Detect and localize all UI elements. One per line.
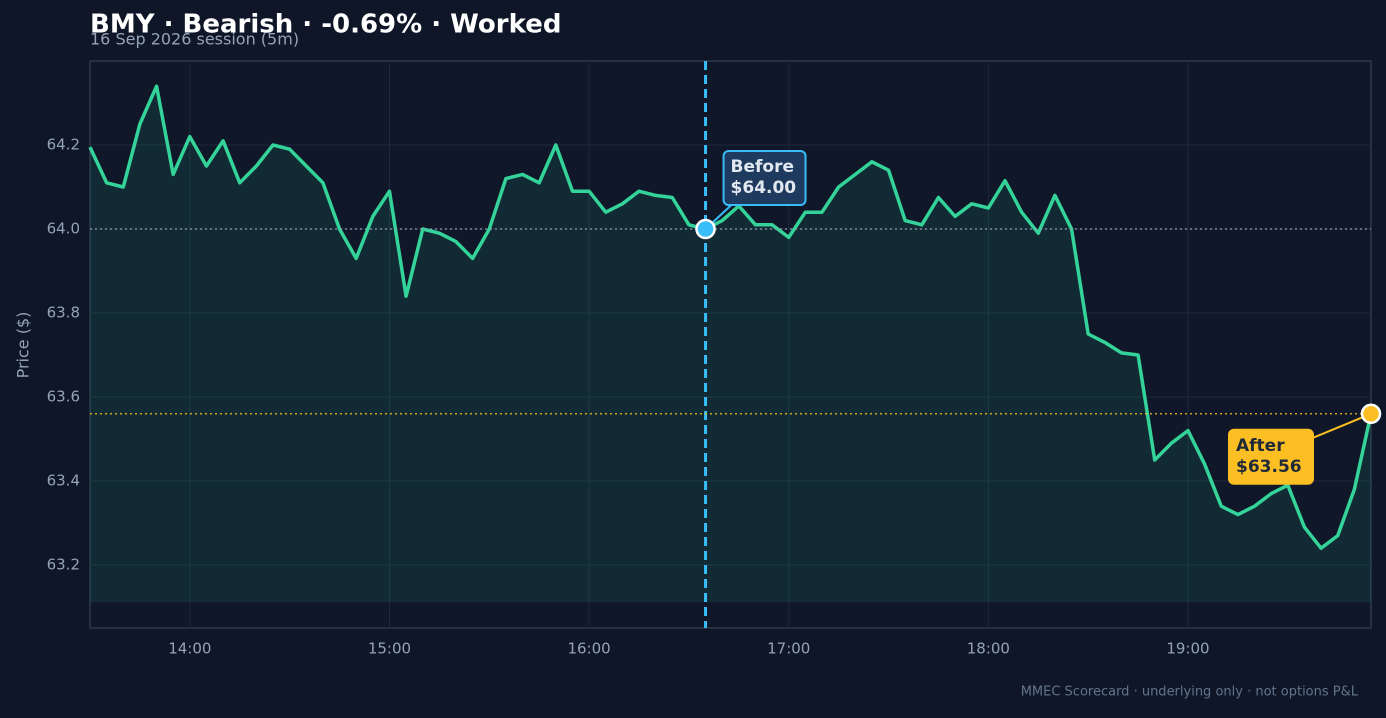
annotation-arrow — [1312, 412, 1372, 439]
annotation-marker — [1360, 403, 1382, 425]
annotation-value: $64.00 — [731, 178, 797, 198]
x-tick-label: 15:00 — [368, 640, 411, 658]
chart-subtitle: 16 Sep 2026 session (5m) — [90, 30, 299, 49]
y-tick-label: 63.4 — [47, 472, 80, 490]
annotation-box — [1228, 428, 1314, 485]
annotation-value: $63.56 — [1236, 457, 1302, 477]
y-tick-label: 64.2 — [47, 136, 80, 154]
x-tick-label: 16:00 — [567, 640, 610, 658]
annotation-box — [722, 150, 807, 206]
x-tick-label: 19:00 — [1166, 640, 1209, 658]
x-tick-label: 14:00 — [168, 640, 211, 658]
y-tick-label: 64.0 — [47, 220, 80, 238]
footer: MMEC Scorecard · underlying only · not o… — [1021, 685, 1359, 700]
y-tick-label: 63.8 — [47, 304, 80, 322]
x-tick-label: 18:00 — [967, 640, 1010, 658]
price-line — [88, 84, 1373, 550]
annotation-marker — [695, 218, 716, 240]
area-fill — [90, 86, 1371, 603]
y-axis-label: Price ($) — [14, 312, 33, 379]
annotation-label: After — [1236, 436, 1285, 456]
y-tick-label: 63.6 — [47, 388, 80, 406]
annotation-label: Before — [731, 157, 794, 177]
y-tick-label: 63.2 — [47, 556, 80, 574]
chart-title: BMY · Bearish · -0.69% · Worked — [90, 10, 561, 40]
x-tick-label: 17:00 — [767, 640, 810, 658]
